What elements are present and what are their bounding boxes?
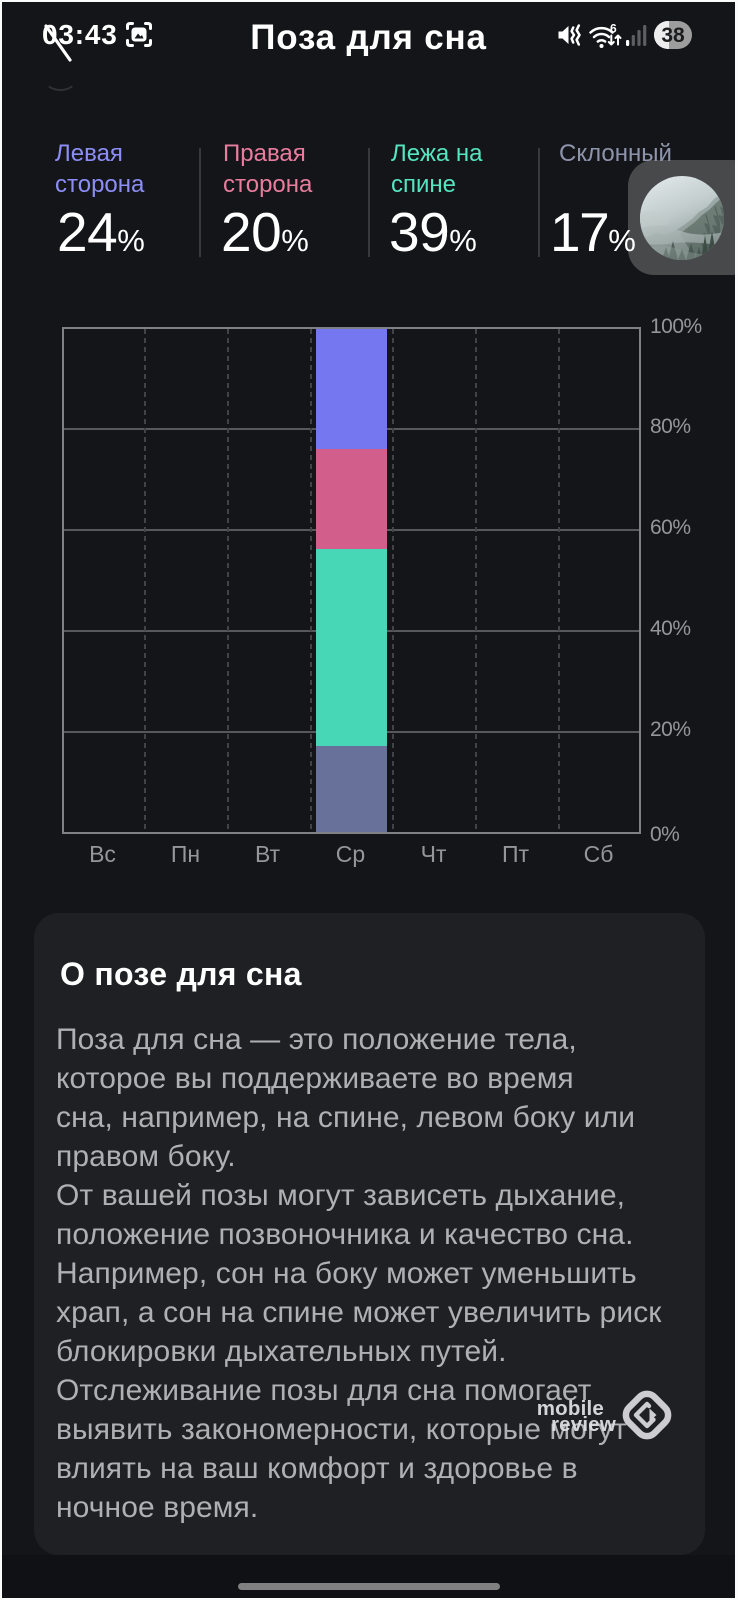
svg-text:6: 6 [610, 23, 617, 36]
